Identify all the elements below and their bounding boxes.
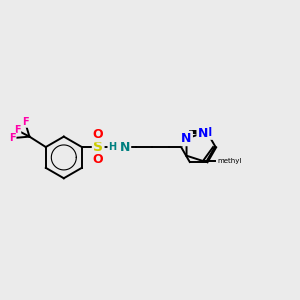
Text: N: N — [202, 126, 212, 139]
Text: N: N — [120, 140, 130, 154]
Text: F: F — [14, 125, 20, 135]
Text: N: N — [198, 127, 208, 140]
Text: H: H — [109, 142, 117, 152]
Text: O: O — [93, 128, 104, 141]
Text: F: F — [9, 133, 16, 143]
Text: methyl: methyl — [218, 158, 242, 164]
Text: S: S — [93, 140, 103, 154]
Text: O: O — [93, 153, 104, 166]
Text: F: F — [22, 117, 28, 127]
Text: N: N — [181, 132, 192, 145]
